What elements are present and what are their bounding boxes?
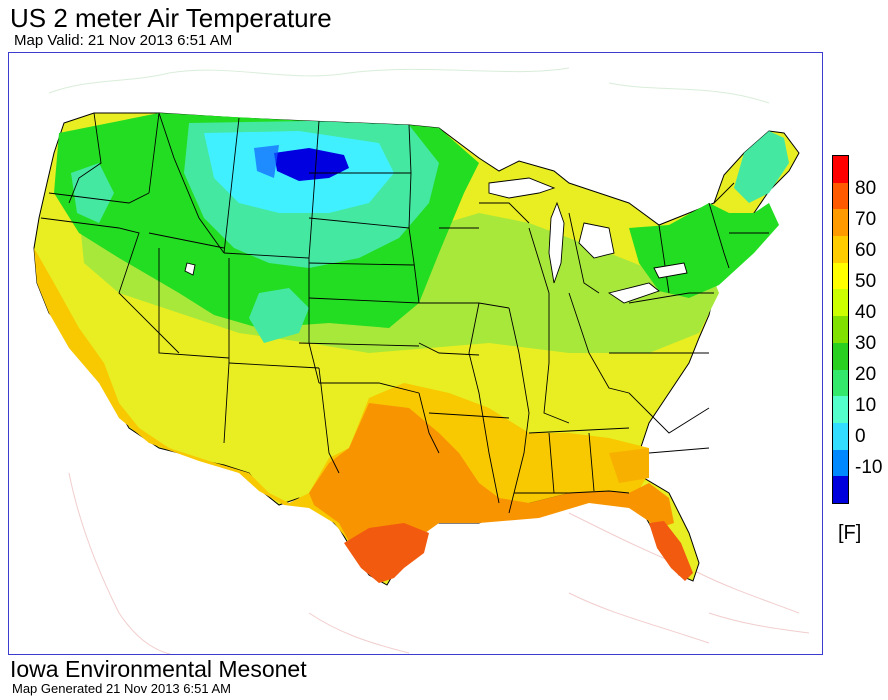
tick-label: 30: [855, 333, 877, 354]
temperature-map: [8, 52, 823, 655]
organization-name: Iowa Environmental Mesonet: [10, 656, 307, 682]
tick-label: 40: [855, 302, 877, 323]
tick-label: 80: [855, 178, 877, 199]
colorbar-segment: [833, 262, 848, 290]
tick-label: 50: [855, 271, 877, 292]
zone-cool-newengland: [734, 131, 789, 203]
tick-label: 70: [855, 209, 877, 230]
colorbar-segment: [833, 316, 848, 343]
zone-very-cold-edge: [254, 145, 279, 178]
tick-label: -10: [855, 457, 883, 478]
colorbar-segment: [833, 396, 848, 423]
background-canada: [48, 67, 770, 104]
colorbar-segment: [833, 342, 848, 370]
zone-hottest-florida: [649, 521, 693, 581]
great-lakes: [184, 177, 688, 304]
tick-label: 20: [855, 364, 877, 385]
colorbar-segment: [833, 422, 848, 450]
colorbar-segment: [833, 289, 848, 317]
tick-label: 60: [855, 240, 877, 261]
zone-hottest: [344, 523, 429, 583]
tick-label: 0: [855, 426, 866, 447]
generated-time: Map Generated 21 Nov 2013 6:51 AM: [12, 681, 231, 696]
zone-cool-oregon: [71, 163, 114, 223]
temperature-colorbar: [832, 155, 849, 504]
temperature-map-svg: [33, 67, 810, 654]
zone-hot-georgia: [609, 448, 649, 483]
colorbar-segment: [833, 209, 848, 237]
colorbar-segment: [833, 182, 848, 210]
colorbar-segment: [833, 449, 848, 477]
colorbar-segment: [833, 156, 848, 183]
map-title: US 2 meter Air Temperature: [10, 3, 332, 33]
tick-label: 10: [855, 395, 877, 416]
colorbar-segment: [833, 369, 848, 397]
background-coastlines: [68, 472, 810, 654]
zone-cool-nevada: [249, 288, 309, 343]
colorbar-segment: [833, 236, 848, 263]
unit-label: [F]: [838, 522, 862, 544]
colorbar-segment: [833, 476, 848, 503]
map-valid-time: Map Valid: 21 Nov 2013 6:51 AM: [14, 32, 233, 49]
state-borders: [40, 112, 769, 514]
